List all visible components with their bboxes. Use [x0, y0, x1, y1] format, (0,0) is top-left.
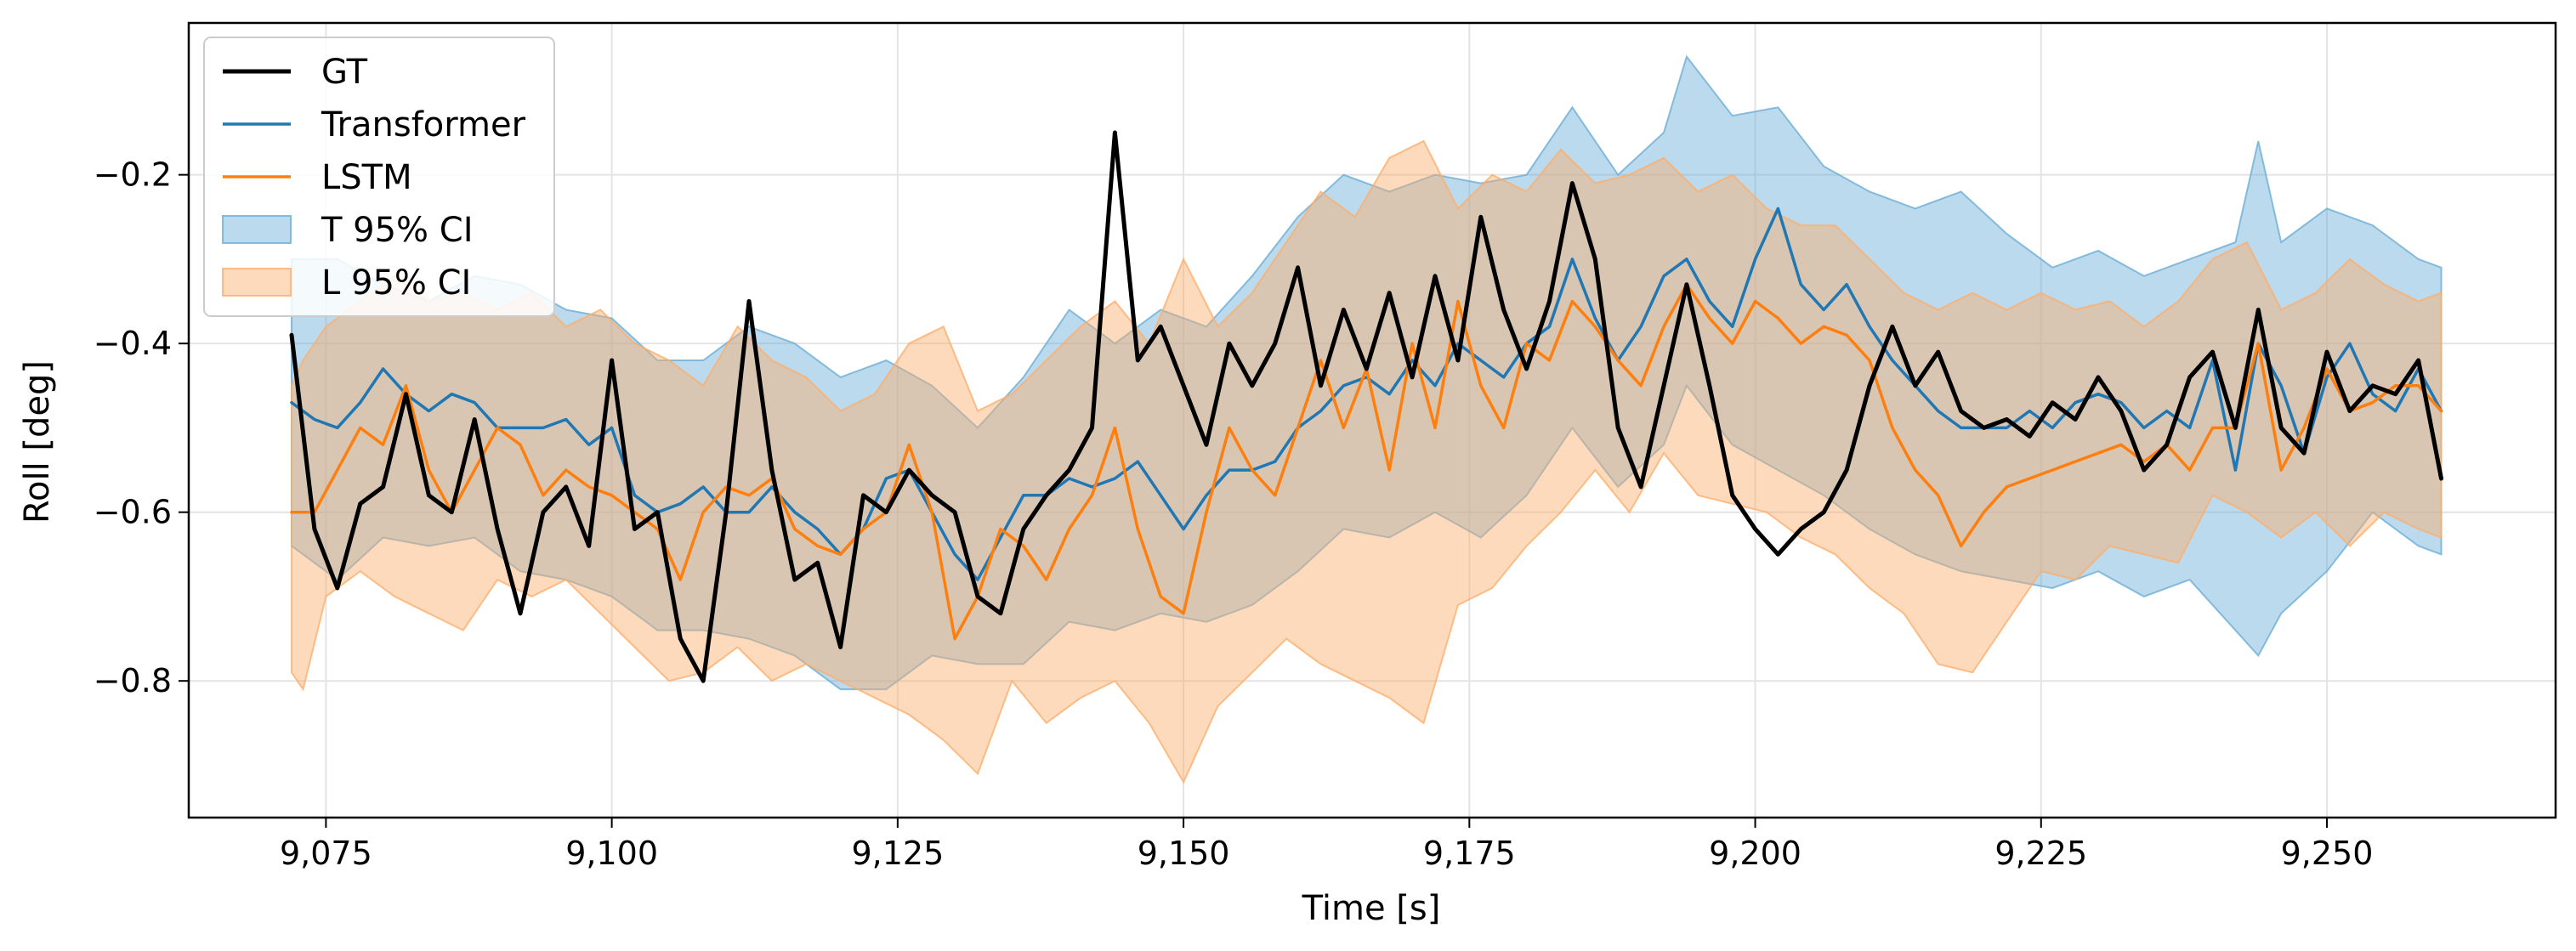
band-l-band	[291, 139, 2443, 784]
x-tick-label-5: 9,200	[1709, 835, 1801, 872]
y-axis-ticks: −0.2 −0.4 −0.6 −0.8	[94, 156, 189, 699]
x-tick-label-7: 9,250	[2281, 835, 2374, 872]
legend: GT Transformer LSTM T 95% CI L 95% CI	[203, 37, 555, 317]
legend-label-l-band: L 95% CI	[321, 263, 471, 303]
x-tick-label-2: 9,125	[851, 835, 944, 872]
plot-area-frame	[187, 21, 2557, 819]
legend-label-transformer: Transformer	[321, 105, 526, 144]
y-tick-label-2: −0.6	[94, 494, 172, 531]
x-tick-label-4: 9,175	[1423, 835, 1516, 872]
line-transformer	[290, 207, 2443, 581]
y-tick-label-0: −0.2	[94, 156, 172, 194]
legend-label-t-band: T 95% CI	[321, 211, 474, 250]
legend-label-gt: GT	[321, 53, 368, 92]
y-tick-label-3: −0.8	[94, 662, 172, 699]
x-tick-label-0: 9,075	[280, 835, 372, 872]
y-tick-label-1: −0.4	[94, 325, 172, 362]
legend-box	[203, 37, 555, 317]
line-gt	[289, 130, 2443, 683]
x-tick-label-3: 9,150	[1138, 835, 1230, 872]
y-axis-label: Roll [deg]	[18, 360, 57, 524]
legend-swatch-t-band	[222, 215, 292, 244]
x-tick-label-1: 9,100	[565, 835, 658, 872]
x-axis-label: Time [s]	[1302, 889, 1441, 928]
series-lines	[289, 130, 2443, 683]
x-tick-label-6: 9,225	[1994, 835, 2087, 872]
legend-swatch-l-band	[222, 268, 292, 297]
legend-label-lstm: LSTM	[321, 158, 412, 197]
x-axis-ticks: 9,075 9,100 9,125 9,150 9,175 9,200 9,225 9,250	[280, 818, 2373, 872]
